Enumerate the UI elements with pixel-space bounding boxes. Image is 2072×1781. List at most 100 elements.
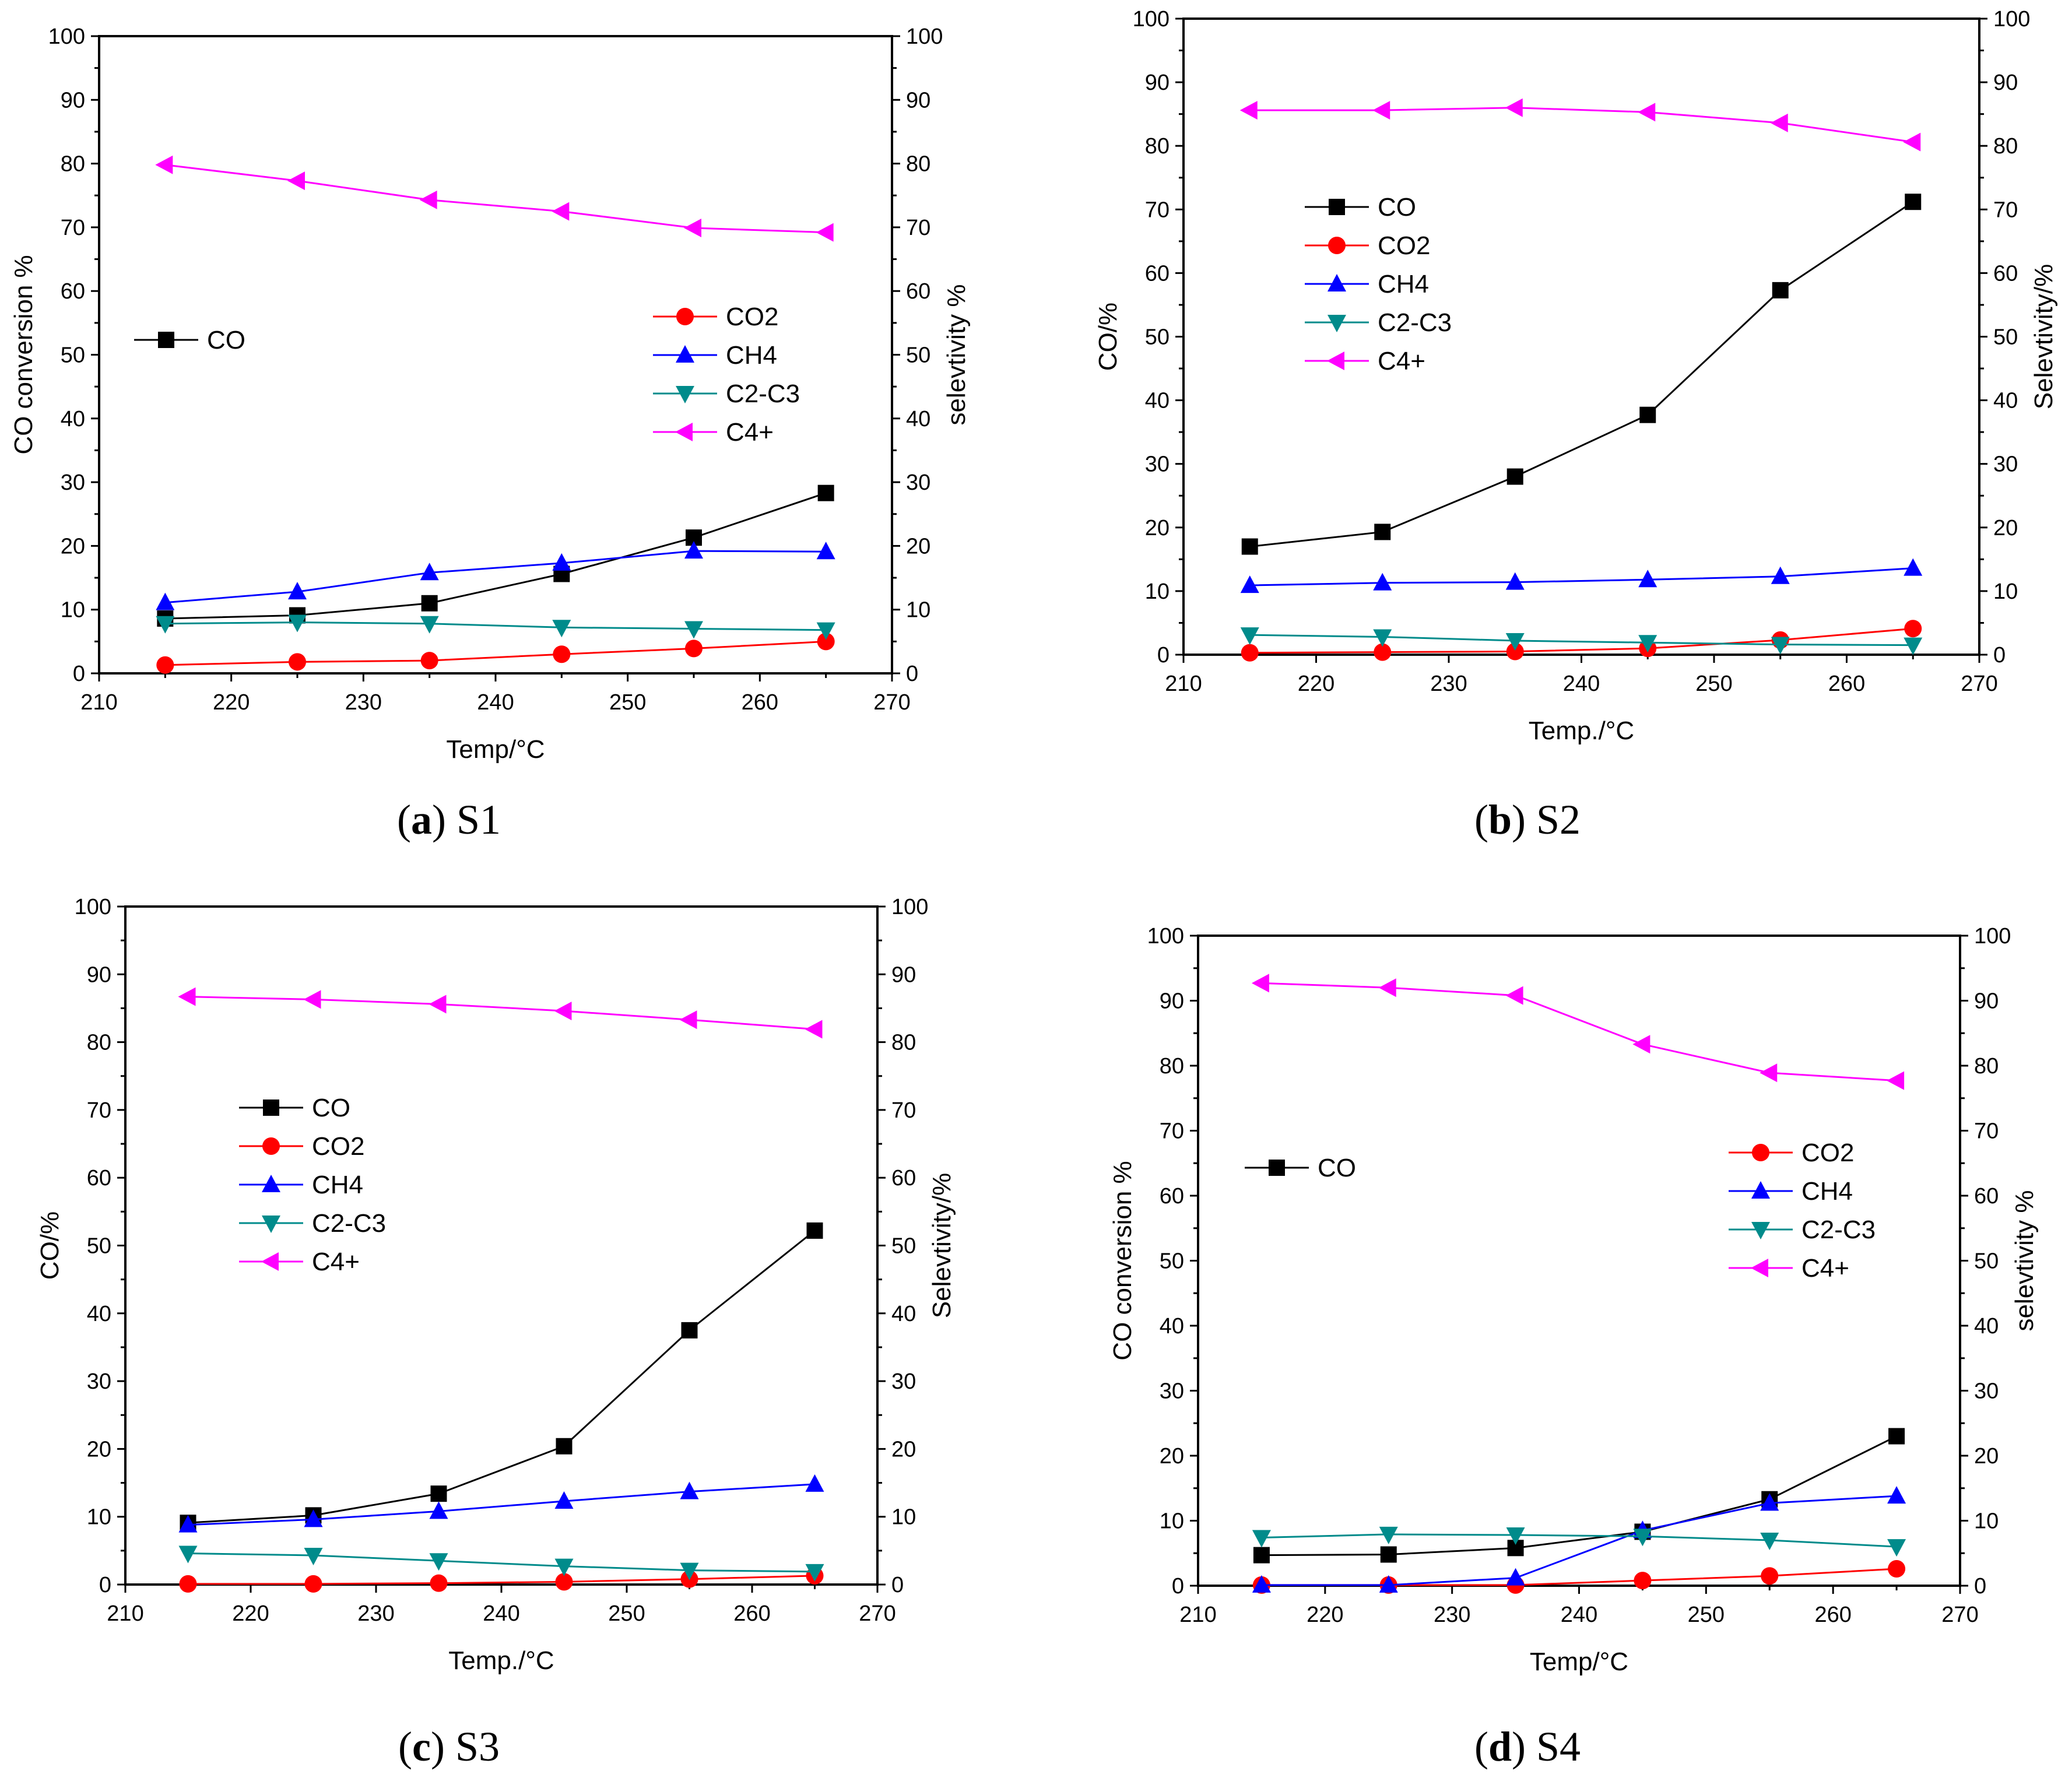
data-point-ch4 xyxy=(1771,566,1790,584)
data-point-c2-c3 xyxy=(684,621,703,639)
data-point-co2 xyxy=(1634,1572,1652,1590)
caption-letter: d xyxy=(1488,1723,1512,1770)
data-point-co xyxy=(1772,282,1789,298)
series-c4 xyxy=(178,987,823,1039)
data-point-co xyxy=(681,1322,698,1339)
legend-label: CO xyxy=(1378,193,1416,222)
y2-tick-label: 60 xyxy=(906,279,930,304)
legend: CO CO2 CH4 C2-C3 C4+ xyxy=(1305,193,1452,375)
data-point-co xyxy=(1905,194,1922,210)
data-point-co2 xyxy=(1761,1567,1779,1585)
y2-axis-title: selevtivity % xyxy=(942,284,971,425)
legend-item-co: CO xyxy=(1245,1154,1356,1182)
legend-marker-c4 xyxy=(261,1252,279,1271)
y2-tick-label: 40 xyxy=(1974,1314,1999,1339)
data-point-co2 xyxy=(1374,643,1392,661)
y2-tick-label: 30 xyxy=(906,470,930,495)
y-tick-label: 60 xyxy=(1145,261,1170,286)
series-ch4 xyxy=(1240,558,1923,593)
y-tick-label: 60 xyxy=(61,279,85,304)
legend-item-co2: CO2 xyxy=(1729,1139,1854,1167)
y2-axis-title: Selevtivity/% xyxy=(2029,264,2058,409)
data-point-ch4 xyxy=(304,1509,323,1527)
series-co2 xyxy=(156,633,835,674)
y-tick-label: 90 xyxy=(61,88,85,113)
data-point-c4 xyxy=(1239,101,1258,120)
data-point-ch4 xyxy=(288,582,307,600)
legend-marker-c4 xyxy=(1327,352,1344,370)
y-tick-label: 0 xyxy=(1172,1574,1184,1599)
legend-item-co2: CO2 xyxy=(653,303,778,331)
y-tick-label: 60 xyxy=(87,1166,111,1190)
data-point-ch4 xyxy=(1760,1493,1779,1511)
data-point-co xyxy=(1253,1547,1270,1564)
data-point-ch4 xyxy=(816,542,835,560)
x-tick-label: 270 xyxy=(873,690,910,715)
x-axis-title: Temp./°C xyxy=(448,1646,554,1675)
series-line-c4 xyxy=(1261,982,1897,1082)
y-tick-label: 10 xyxy=(1160,1509,1184,1534)
series-line-co xyxy=(165,492,827,620)
y2-tick-label: 50 xyxy=(906,343,930,368)
legend-marker-co xyxy=(1329,199,1345,215)
y-tick-label: 50 xyxy=(87,1234,111,1259)
y2-tick-label: 30 xyxy=(1974,1379,1999,1404)
y-tick-label: 90 xyxy=(1160,989,1184,1014)
series-c4 xyxy=(1239,98,1921,152)
y2-tick-label: 10 xyxy=(906,598,930,623)
caption-sample-name: S1 xyxy=(456,796,501,843)
y2-tick-label: 90 xyxy=(1993,71,2018,95)
y-tick-label: 50 xyxy=(61,343,85,368)
legend-item-c2-c3: C2-C3 xyxy=(653,380,800,408)
legend-label: CH4 xyxy=(726,341,777,370)
series-line-co2 xyxy=(1261,1568,1897,1586)
y2-tick-label: 70 xyxy=(906,216,930,240)
data-point-c2-c3 xyxy=(1506,1527,1525,1545)
data-point-ch4 xyxy=(554,1491,574,1509)
legend-item-c2-c3: C2-C3 xyxy=(1305,308,1452,337)
data-point-ch4 xyxy=(429,1501,448,1519)
data-point-ch4 xyxy=(1505,572,1525,590)
x-tick-label: 210 xyxy=(80,690,117,715)
y2-tick-label: 50 xyxy=(891,1234,916,1259)
data-point-co2 xyxy=(420,652,438,670)
x-tick-label: 220 xyxy=(232,1601,269,1626)
data-point-co xyxy=(1639,406,1656,423)
x-tick-label: 210 xyxy=(1179,1603,1216,1627)
data-point-c4 xyxy=(1372,101,1390,120)
data-point-c4 xyxy=(303,990,321,1009)
y2-tick-label: 30 xyxy=(1993,452,2018,477)
x-tick-label: 270 xyxy=(1941,1603,1978,1627)
y2-tick-label: 80 xyxy=(906,152,930,177)
legend-marker-ch4 xyxy=(1328,274,1346,291)
legend-item-ch4: CH4 xyxy=(239,1171,363,1199)
y-tick-label: 70 xyxy=(1145,198,1170,222)
series-line-c2-c3 xyxy=(1261,1533,1897,1548)
data-point-c2-c3 xyxy=(680,1562,699,1580)
y2-tick-label: 10 xyxy=(891,1505,916,1530)
data-point-c4 xyxy=(1760,1063,1778,1083)
data-point-c4 xyxy=(287,171,305,191)
series-line-co xyxy=(1261,1435,1897,1557)
data-point-c4 xyxy=(1378,978,1396,997)
data-point-co2 xyxy=(430,1574,448,1592)
data-point-c2-c3 xyxy=(552,620,571,638)
legend-item-c4: C4+ xyxy=(653,418,774,447)
data-point-c2-c3 xyxy=(1771,637,1790,655)
y-tick-label: 90 xyxy=(87,962,111,987)
data-point-c4 xyxy=(1887,1071,1905,1090)
y-tick-label: 80 xyxy=(61,152,85,177)
series-co2 xyxy=(179,1566,824,1593)
x-tick-label: 210 xyxy=(107,1601,143,1626)
y-tick-label: 100 xyxy=(1133,7,1170,31)
data-point-c4 xyxy=(429,995,447,1014)
y-tick-label: 60 xyxy=(1160,1184,1184,1209)
series-c2-c3 xyxy=(178,1545,824,1582)
series-line-co2 xyxy=(165,640,826,666)
y2-tick-label: 60 xyxy=(1993,261,2018,286)
legend-label: CH4 xyxy=(1378,270,1429,298)
data-point-ch4 xyxy=(1240,575,1259,593)
data-point-co2 xyxy=(289,653,306,671)
legend: CO CO2 CH4 C2-C3 C4+ xyxy=(239,1094,386,1276)
